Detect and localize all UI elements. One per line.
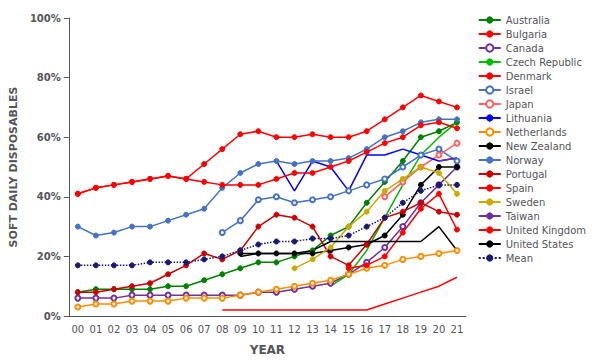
svg-text:0%: 0% [44,311,61,322]
svg-text:Japan: Japan [505,99,534,110]
svg-text:11: 11 [270,324,283,335]
svg-text:17: 17 [378,324,391,335]
svg-text:60%: 60% [37,132,61,143]
svg-text:Australia: Australia [506,15,550,26]
svg-text:07: 07 [198,324,211,335]
svg-text:Spain: Spain [506,183,534,194]
svg-text:Canada: Canada [506,43,544,54]
svg-text:08: 08 [216,324,229,335]
svg-text:19: 19 [414,324,427,335]
svg-text:21: 21 [451,324,464,335]
svg-text:SOFT DAILY DISPOSABLES: SOFT DAILY DISPOSABLES [7,87,20,248]
svg-text:15: 15 [342,324,355,335]
svg-text:03: 03 [126,324,139,335]
svg-text:40%: 40% [37,191,61,202]
svg-text:Denmark: Denmark [506,71,552,82]
svg-text:United States: United States [506,239,574,250]
svg-text:00: 00 [71,324,84,335]
svg-text:Sweden: Sweden [506,197,546,208]
svg-text:Norway: Norway [506,155,544,166]
svg-text:Lithuania: Lithuania [506,113,552,124]
svg-text:New Zealand: New Zealand [506,141,572,152]
svg-text:04: 04 [144,324,157,335]
svg-text:United Kingdom: United Kingdom [506,225,586,236]
svg-text:20%: 20% [37,251,61,262]
svg-text:01: 01 [90,324,103,335]
svg-text:05: 05 [162,324,175,335]
svg-text:80%: 80% [37,72,61,83]
svg-text:12: 12 [288,324,301,335]
svg-text:10: 10 [252,324,265,335]
svg-text:Portugal: Portugal [506,169,547,180]
svg-text:06: 06 [180,324,193,335]
svg-text:Czech Republic: Czech Republic [506,57,582,68]
svg-text:09: 09 [234,324,247,335]
svg-text:Netherlands: Netherlands [506,127,567,138]
svg-text:13: 13 [306,324,319,335]
svg-text:100%: 100% [30,13,61,24]
svg-text:YEAR: YEAR [249,343,285,357]
svg-text:18: 18 [396,324,409,335]
svg-text:20: 20 [433,324,446,335]
svg-text:16: 16 [360,324,373,335]
svg-text:Israel: Israel [506,85,533,96]
svg-text:Mean: Mean [506,253,533,264]
svg-text:Bulgaria: Bulgaria [506,29,547,40]
svg-text:14: 14 [324,324,337,335]
svg-text:Taiwan: Taiwan [505,211,540,222]
svg-text:02: 02 [108,324,121,335]
